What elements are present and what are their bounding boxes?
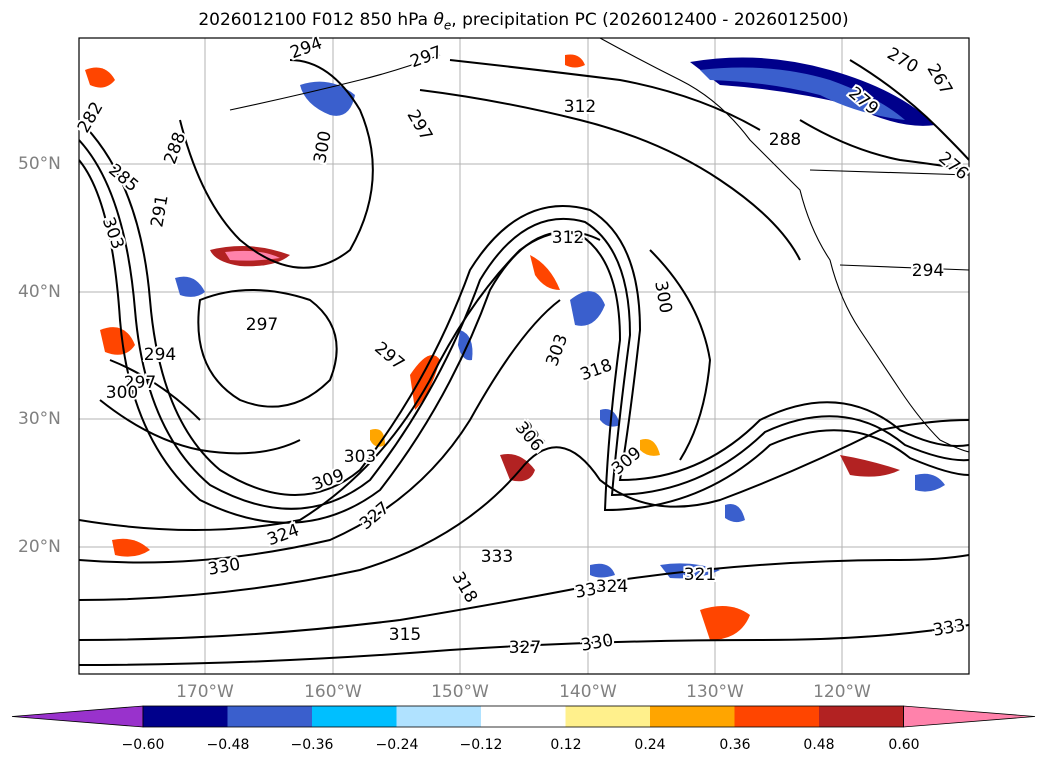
contour-label: 303 (344, 447, 376, 467)
colorbar-tick: 0.36 (719, 737, 751, 753)
colorbar-segment (650, 706, 735, 727)
precip-patches (85, 54, 945, 640)
colorbar-segment (481, 706, 566, 727)
contour-label: 312 (552, 228, 584, 248)
contour-label: 297 (246, 315, 278, 335)
colorbar-extend-low (11, 705, 144, 728)
theta-e-contours (79, 59, 969, 666)
lon-label-170w: 170°W (176, 682, 234, 702)
contour-label: 294 (912, 261, 944, 281)
colorbar-tick: 0.48 (803, 737, 835, 753)
map-title: 2026012100 F012 850 hPa θe, precipitatio… (198, 10, 849, 33)
contour-label: 333 (481, 547, 513, 567)
colorbar-tick: 0.24 (634, 737, 666, 753)
colorbar-segment (819, 706, 904, 727)
contour-label: 297 (124, 373, 156, 393)
contour-label: 315 (552, 228, 584, 248)
contour-label: 327 (509, 638, 541, 658)
contour-label: 315 (389, 625, 421, 645)
colorbar-extend-high (903, 705, 1036, 728)
gridlines (79, 38, 969, 674)
colorbar-segment (396, 706, 482, 727)
coastlines (229, 38, 969, 453)
colorbar-tick: −0.48 (206, 737, 250, 753)
contour-label: 300 (106, 383, 138, 403)
lat-label-30n: 30°N (18, 409, 61, 429)
plot-area (79, 38, 969, 674)
colorbar-segment (734, 706, 820, 727)
contour-label: 321 (684, 565, 716, 585)
colorbar-tick: −0.24 (375, 737, 419, 753)
lon-label-150w: 150°W (431, 682, 489, 702)
lat-label-20n: 20°N (18, 537, 61, 557)
lat-label-50n: 50°N (18, 154, 61, 174)
colorbar-tick: −0.60 (121, 737, 165, 753)
colorbar-frame (142, 705, 904, 728)
colorbar-tick: 0.60 (888, 737, 920, 753)
lon-label-160w: 160°W (304, 682, 362, 702)
lon-label-120w: 120°W (813, 682, 871, 702)
lon-label-130w: 130°W (686, 682, 744, 702)
colorbar-segment (143, 706, 228, 727)
contour-label: 333 (931, 615, 966, 640)
colorbar-tick: −0.36 (290, 737, 334, 753)
colorbar-segment (565, 706, 651, 727)
contour-label: 324 (596, 577, 628, 597)
contour-label: 288 (769, 130, 801, 150)
lon-label-140w: 140°W (559, 682, 617, 702)
contour-label: 312 (564, 97, 596, 117)
colorbar (11, 705, 1036, 728)
colorbar-tick: −0.12 (459, 737, 503, 753)
plot-frame (78, 37, 970, 675)
contour-label: 294 (144, 345, 176, 365)
colorbar-segment (227, 706, 313, 727)
colorbar-tick: 0.12 (550, 737, 582, 753)
lat-label-40n: 40°N (18, 282, 61, 302)
colorbar-segment (312, 706, 397, 727)
